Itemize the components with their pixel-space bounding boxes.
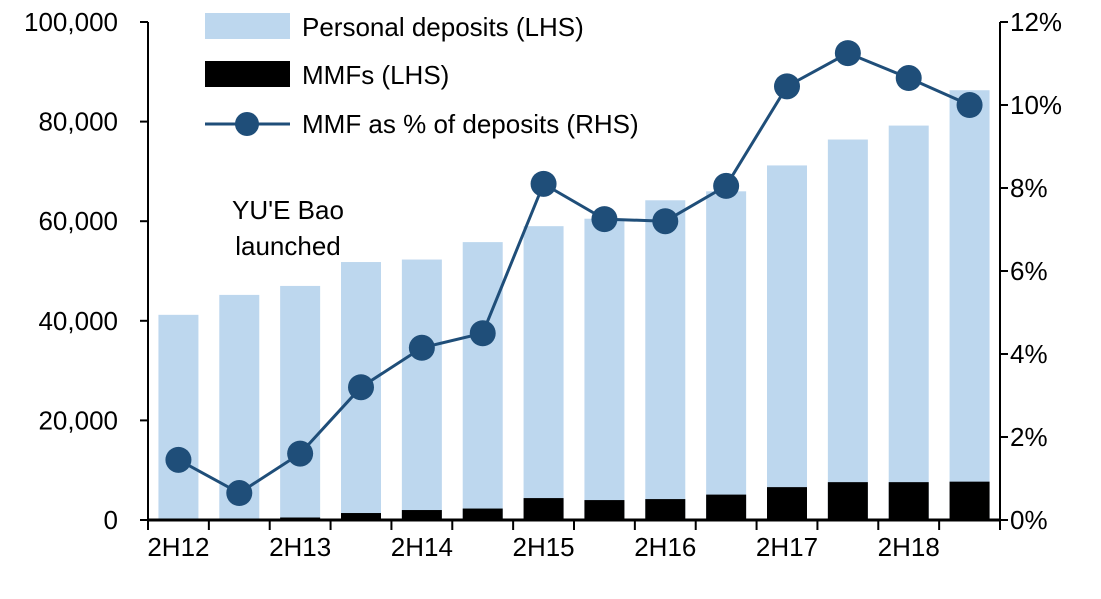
bar-mmfs	[645, 499, 685, 520]
bar-mmfs	[584, 500, 624, 520]
right-tick-label: 4%	[1010, 339, 1048, 369]
legend-marker	[235, 112, 259, 136]
line-marker	[896, 65, 922, 91]
right-tick-label: 10%	[1010, 90, 1062, 120]
bar-mmfs	[767, 487, 807, 520]
line-marker	[226, 480, 252, 506]
line-marker	[652, 208, 678, 234]
line-marker	[957, 92, 983, 118]
right-tick-label: 2%	[1010, 422, 1048, 452]
x-tick-label: 2H12	[147, 532, 209, 562]
line-marker	[774, 73, 800, 99]
x-tick-label: 2H13	[269, 532, 331, 562]
line-marker	[165, 447, 191, 473]
x-tick-label: 2H16	[634, 532, 696, 562]
bar-personal-deposits	[463, 242, 503, 520]
line-marker	[835, 40, 861, 66]
bar-mmfs	[524, 498, 564, 520]
right-tick-label: 8%	[1010, 173, 1048, 203]
bar-mmfs	[950, 482, 990, 520]
bar-mmfs	[889, 482, 929, 520]
legend-label-mmfs: MMFs (LHS)	[302, 60, 449, 90]
bar-personal-deposits	[402, 260, 442, 520]
bar-personal-deposits	[158, 315, 198, 520]
left-tick-label: 0	[104, 505, 118, 535]
legend: Personal deposits (LHS) MMFs (LHS) MMF a…	[205, 12, 639, 139]
legend-swatch-deposits	[205, 13, 290, 39]
bar-mmfs	[828, 482, 868, 520]
bar-personal-deposits	[889, 126, 929, 520]
x-tick-label: 2H17	[756, 532, 818, 562]
legend-swatch-mmfs	[205, 61, 290, 87]
bars	[158, 90, 989, 520]
right-tick-label: 12%	[1010, 7, 1062, 37]
left-tick-label: 80,000	[38, 107, 118, 137]
bar-personal-deposits	[706, 191, 746, 520]
legend-label-line: MMF as % of deposits (RHS)	[302, 109, 639, 139]
left-tick-label: 100,000	[24, 7, 118, 37]
line-marker	[409, 335, 435, 361]
bar-personal-deposits	[280, 286, 320, 520]
bar-personal-deposits	[584, 219, 624, 520]
left-tick-label: 60,000	[38, 206, 118, 236]
bar-personal-deposits	[828, 140, 868, 520]
line-marker	[713, 173, 739, 199]
bar-personal-deposits	[950, 90, 990, 520]
annotation-line-1: YU'E Bao	[232, 195, 344, 225]
left-tick-label: 20,000	[38, 405, 118, 435]
bar-personal-deposits	[767, 165, 807, 520]
line-marker	[470, 320, 496, 346]
line-marker	[348, 374, 374, 400]
x-tick-label: 2H15	[512, 532, 574, 562]
right-tick-label: 6%	[1010, 256, 1048, 286]
right-tick-label: 0%	[1010, 505, 1048, 535]
bar-personal-deposits	[524, 226, 564, 520]
left-tick-label: 40,000	[38, 306, 118, 336]
line-marker	[531, 171, 557, 197]
line-marker	[287, 441, 313, 467]
x-tick-label: 2H14	[391, 532, 453, 562]
legend-label-deposits: Personal deposits (LHS)	[302, 12, 584, 42]
x-tick-label: 2H18	[878, 532, 940, 562]
line-marker	[591, 206, 617, 232]
annotation-line-2: launched	[235, 231, 341, 261]
bar-mmfs	[463, 509, 503, 520]
bar-mmfs	[706, 495, 746, 520]
bar-personal-deposits	[645, 200, 685, 520]
